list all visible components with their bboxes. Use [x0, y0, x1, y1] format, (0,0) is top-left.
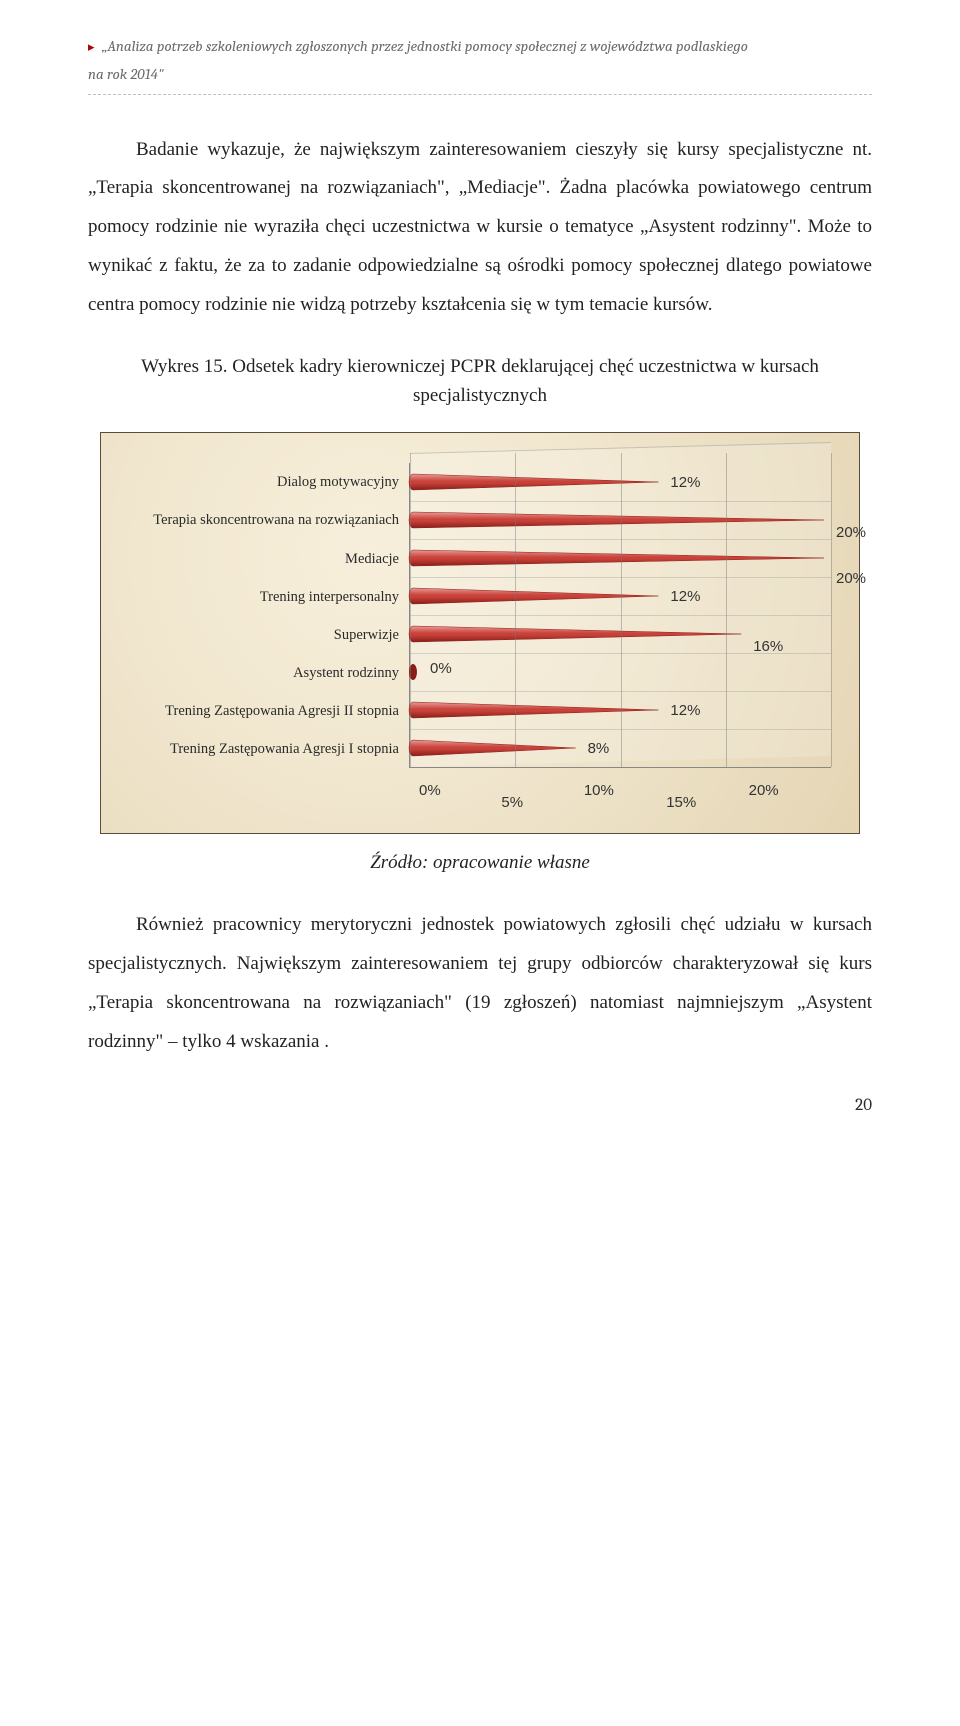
chart-y-label: Superwizje: [129, 616, 399, 654]
chart-row-line: [410, 729, 831, 730]
chart-data-label: 12%: [670, 588, 700, 605]
chart-data-label: 0%: [430, 660, 452, 677]
chart-row-line: [410, 615, 831, 616]
chart-inner: Dialog motywacyjnyTerapia skoncentrowana…: [129, 463, 831, 768]
paragraph-2: Również pracownicy merytoryczni jednoste…: [88, 906, 872, 1062]
chart-y-label: Trening Zastępowania Agresji I stopnia: [129, 730, 399, 768]
chart-row-line: [410, 577, 831, 578]
chart-data-label: 8%: [588, 740, 610, 757]
chart-data-label: 16%: [753, 638, 783, 655]
chart-source: Źródło: opracowanie własne: [88, 852, 872, 874]
paragraph-1: Badanie wykazuje, że największym zainter…: [88, 131, 872, 326]
chart-x-tick-label: 20%: [749, 782, 831, 799]
chart-cone: [409, 550, 824, 566]
header-marker-icon: ▸: [88, 39, 95, 54]
header-divider: [88, 94, 872, 95]
chart-row-line: [410, 501, 831, 502]
chart-y-label: Mediacje: [129, 540, 399, 578]
chart-row-line: [410, 691, 831, 692]
page-header: ▸ „Analiza potrzeb szkoleniowych zgłoszo…: [88, 36, 872, 58]
chart-plot-area: 12%20%20%12%16%0%12%8%: [409, 463, 831, 768]
chart-cone: [409, 740, 576, 756]
chart-y-label: Terapia skoncentrowana na rozwiązaniach: [129, 501, 399, 539]
chart-data-label: 12%: [670, 702, 700, 719]
chart-row-line: [410, 539, 831, 540]
chart-y-label: Asystent rodzinny: [129, 654, 399, 692]
chart-x-tick-label: 15%: [666, 794, 748, 811]
chart-y-label: Trening interpersonalny: [129, 578, 399, 616]
header-title-line2: na rok 2014": [88, 64, 872, 86]
chart-y-label: Trening Zastępowania Agresji II stopnia: [129, 692, 399, 730]
chart-x-tick-label: 10%: [584, 782, 666, 799]
chart-y-label: Dialog motywacyjny: [129, 463, 399, 501]
chart-x-tick-label: 0%: [419, 782, 501, 799]
header-title-line1: „Analiza potrzeb szkoleniowych zgłoszony…: [102, 37, 748, 55]
chart-y-labels: Dialog motywacyjnyTerapia skoncentrowana…: [129, 463, 409, 768]
paragraph-1-text: Badanie wykazuje, że największym zainter…: [88, 139, 872, 316]
chart-gridline: [831, 453, 832, 767]
page-number: 20: [88, 1096, 872, 1115]
chart-x-tick-label: 5%: [501, 794, 583, 811]
chart-data-label: 20%: [836, 524, 866, 541]
chart-cone: [409, 512, 824, 528]
chart-data-label: 12%: [670, 474, 700, 491]
chart-x-axis: 0%5%10%15%20%: [419, 782, 831, 799]
figure-caption: Wykres 15. Odsetek kadry kierowniczej PC…: [88, 353, 872, 410]
chart-container: Dialog motywacyjnyTerapia skoncentrowana…: [100, 432, 860, 834]
chart-data-label: 20%: [836, 570, 866, 587]
paragraph-2-text: Również pracownicy merytoryczni jednoste…: [88, 914, 872, 1052]
chart-cone: [409, 626, 741, 642]
